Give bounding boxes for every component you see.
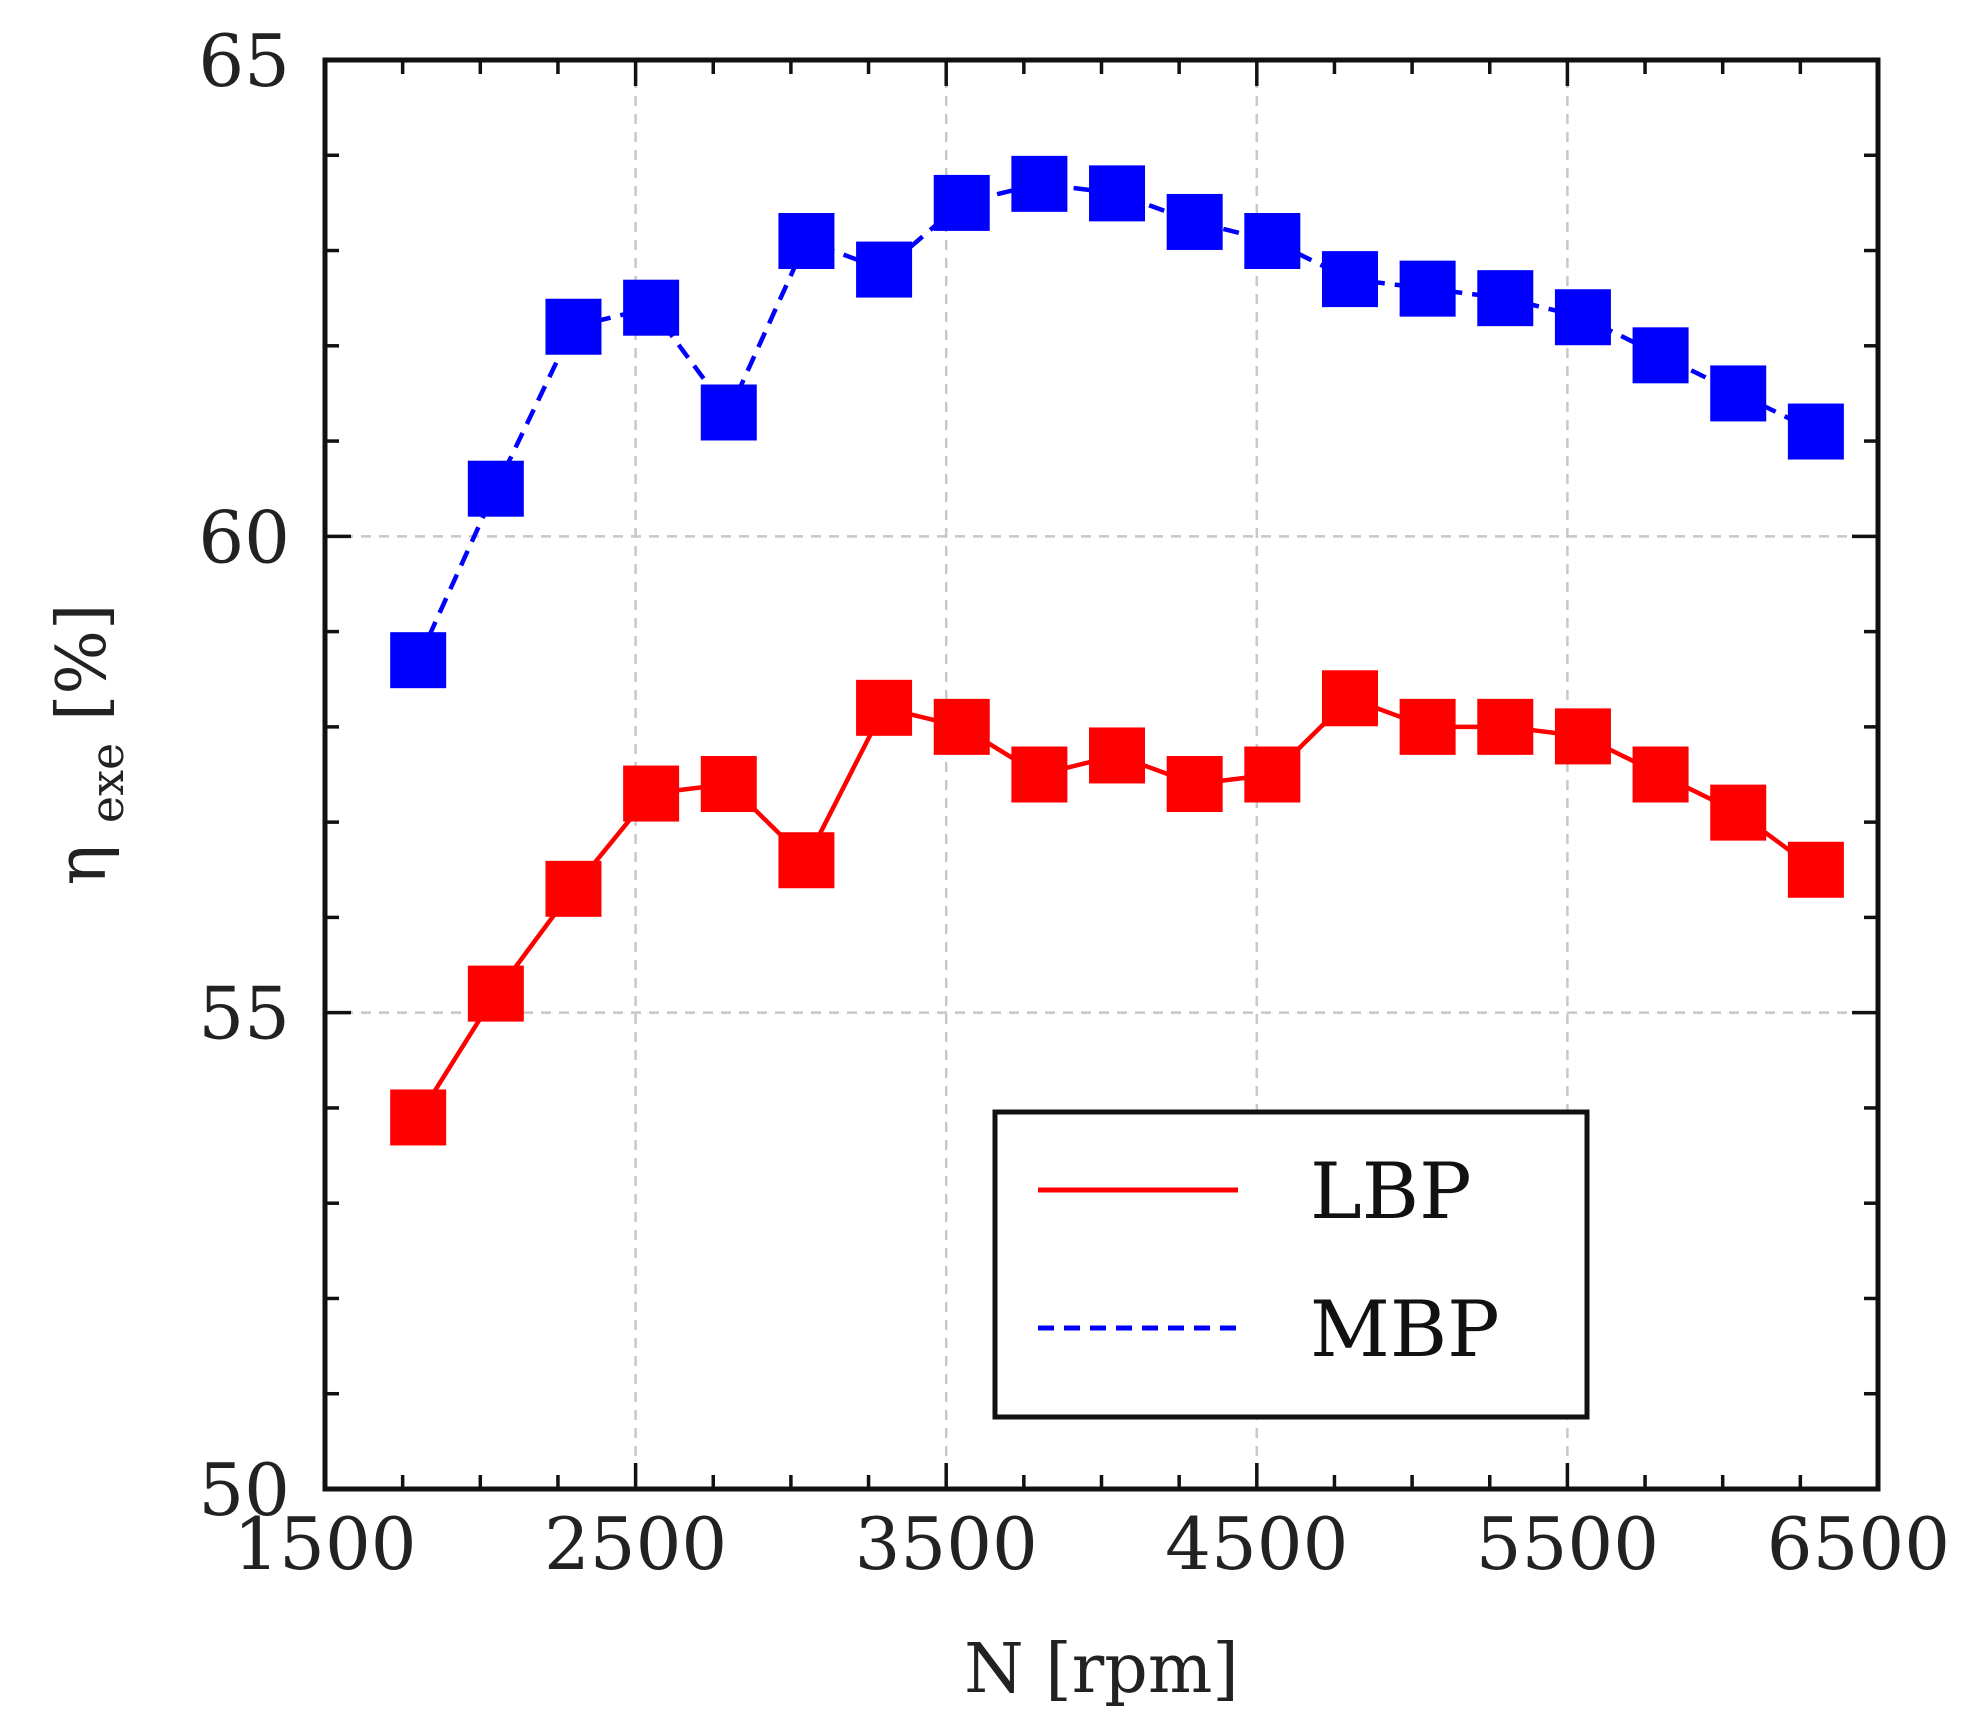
y-axis-subscript: exe <box>80 743 134 823</box>
legend-label-lbp: LBP <box>1310 1147 1472 1237</box>
x-tick-label: 6500 <box>1767 1502 1950 1586</box>
y-tick-label: 65 <box>198 19 290 103</box>
data-point-lbp <box>1477 698 1534 755</box>
data-point-lbp <box>856 679 913 736</box>
data-point-mbp <box>623 279 680 336</box>
data-point-lbp <box>1244 746 1301 803</box>
data-point-mbp <box>700 384 757 441</box>
data-point-mbp <box>1399 260 1456 317</box>
data-point-mbp <box>933 174 990 231</box>
data-point-mbp <box>1011 155 1068 212</box>
data-point-lbp <box>390 1089 447 1146</box>
data-point-mbp <box>856 241 913 298</box>
data-point-lbp <box>1710 784 1767 841</box>
y-axis-unit: [%] <box>43 603 122 721</box>
x-tick-label: 3500 <box>855 1502 1038 1586</box>
data-point-lbp <box>1787 841 1844 898</box>
data-point-mbp <box>1244 213 1301 270</box>
data-point-lbp <box>467 965 524 1022</box>
data-point-mbp <box>1089 165 1146 222</box>
data-point-mbp <box>1166 193 1223 250</box>
data-point-mbp <box>1710 365 1767 422</box>
data-point-lbp <box>933 698 990 755</box>
data-point-lbp <box>1399 698 1456 755</box>
axis-tick-labels: 1500 2500 3500 4500 5500 6500 50 55 60 65 <box>198 19 1950 1586</box>
x-tick-label: 4500 <box>1165 1502 1348 1586</box>
data-series <box>390 155 1844 1146</box>
data-point-lbp <box>1554 708 1611 765</box>
data-point-lbp <box>1011 746 1068 803</box>
y-tick-label: 55 <box>198 972 290 1056</box>
x-axis-title: N [rpm] <box>964 1630 1239 1709</box>
data-point-lbp <box>1321 670 1378 727</box>
x-tick-label: 5500 <box>1476 1502 1659 1586</box>
data-point-mbp <box>1787 403 1844 460</box>
data-point-mbp <box>545 298 602 355</box>
data-point-mbp <box>1632 327 1689 384</box>
data-point-lbp <box>778 832 835 889</box>
data-point-lbp <box>545 860 602 917</box>
data-point-mbp <box>390 632 447 689</box>
data-point-mbp <box>1477 270 1534 327</box>
x-tick-label: 2500 <box>544 1502 727 1586</box>
data-point-lbp <box>1089 727 1146 784</box>
plot-frame <box>322 57 1881 1492</box>
data-point-mbp <box>467 460 524 517</box>
y-tick-label: 60 <box>198 495 290 579</box>
data-point-lbp <box>1632 746 1689 803</box>
data-point-lbp <box>700 756 757 813</box>
legend-label-mbp: MBP <box>1310 1285 1500 1375</box>
data-point-lbp <box>623 765 680 822</box>
y-tick-label: 50 <box>198 1448 290 1532</box>
y-axis-symbol: η <box>43 845 122 886</box>
legend-box <box>992 1109 1590 1420</box>
legend: LBP MBP <box>992 1109 1590 1420</box>
data-point-lbp <box>1166 756 1223 813</box>
data-point-mbp <box>1321 251 1378 308</box>
y-axis-title: η exe [%] <box>43 603 140 885</box>
data-point-mbp <box>778 213 835 270</box>
data-point-mbp <box>1554 289 1611 346</box>
x-tick-label: 1500 <box>233 1502 416 1586</box>
